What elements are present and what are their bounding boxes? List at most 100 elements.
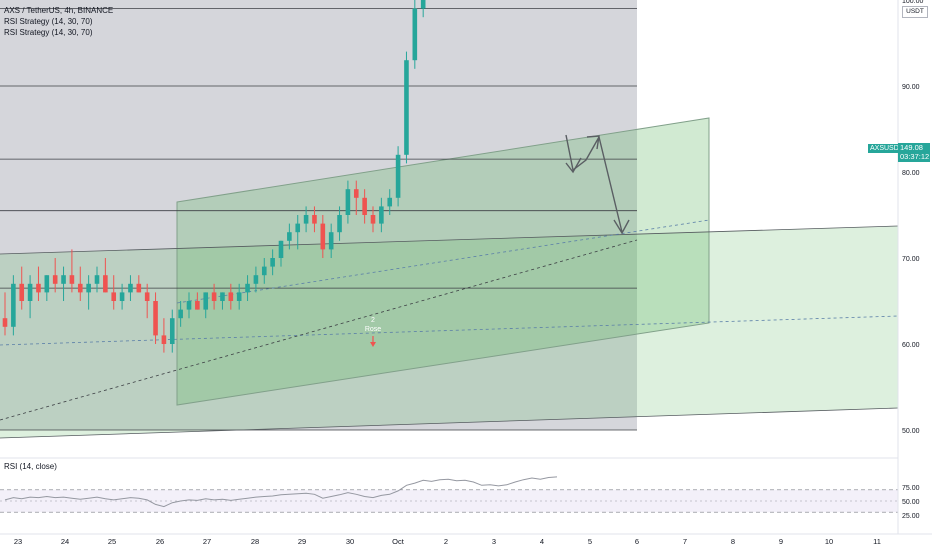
price-axis-bg [898, 0, 932, 550]
candle-body [44, 275, 50, 293]
ticker-tag: AXSUSDT [868, 144, 904, 153]
candle-body [337, 215, 342, 233]
signal-label: Rose [365, 326, 381, 333]
time-tick-label: 6 [635, 537, 639, 546]
time-tick-label: 29 [298, 537, 306, 546]
arrow-head-1 [565, 157, 582, 174]
time-tick-label: 25 [108, 537, 116, 546]
candle-body [220, 292, 225, 301]
projection-path [565, 134, 623, 233]
price-tick-label: 50.00 [902, 428, 920, 435]
candle-body [169, 318, 175, 344]
candle-body [136, 283, 142, 293]
candle-body [303, 215, 309, 224]
candle-body [77, 283, 83, 293]
time-tick-label: 8 [731, 537, 735, 546]
signal-arrow-head [370, 342, 376, 347]
outer-channel-top [0, 225, 899, 255]
candle-body [119, 292, 125, 301]
candle-body [27, 283, 33, 301]
candle-body [404, 60, 409, 155]
inner-channel [176, 117, 710, 406]
candle-body [211, 292, 217, 301]
price-tick-label: 70.00 [902, 256, 920, 263]
rsi-tick-label: 75.00 [902, 485, 920, 492]
candle-body [61, 275, 66, 284]
arrow-head-2 [586, 135, 600, 150]
candle-body [111, 292, 117, 301]
candle-body [52, 275, 58, 284]
candle-body [370, 215, 376, 224]
candle-body [253, 275, 259, 284]
candle-body [86, 283, 91, 293]
bar-countdown: 03:37:12 [900, 152, 930, 161]
price-tick-label: 80.00 [902, 170, 920, 177]
chart-legend: AXS / TetherUS, 4h, BINANCE RSI Strategy… [4, 5, 113, 38]
time-tick-label: 3 [492, 537, 496, 546]
candle-body [362, 197, 367, 215]
candle-body [128, 283, 133, 293]
signal-index: 2 [371, 317, 375, 324]
candle-body [186, 301, 192, 310]
time-tick-label: 27 [203, 537, 211, 546]
rsi-pane [0, 457, 898, 513]
time-tick-label: Oct [392, 537, 405, 546]
candle-body [287, 232, 292, 241]
time-tick-label: 4 [540, 537, 544, 546]
candle-body [312, 215, 317, 224]
gray-zone [0, 0, 637, 430]
candle-body [395, 154, 401, 198]
currency-button[interactable]: USDT [902, 6, 928, 18]
candle-body [178, 309, 183, 319]
time-tick-label: 24 [61, 537, 69, 546]
candle-body [261, 266, 267, 276]
candle-body [379, 206, 384, 224]
time-tick-label: 2 [444, 537, 448, 546]
candle-body [153, 301, 158, 336]
price-tick-label: 90.00 [902, 84, 920, 91]
rsi-tick-label: 25.00 [902, 513, 920, 520]
candle-body [320, 223, 326, 250]
candle-body [278, 240, 284, 258]
candle-body [195, 301, 200, 310]
indicator-label-1[interactable]: RSI Strategy (14, 30, 70) [4, 17, 93, 26]
price-tick-label: 60.00 [902, 342, 920, 349]
symbol-title[interactable]: AXS / TetherUS, 4h, BINANCE [4, 6, 114, 15]
candles-layer [2, 0, 426, 353]
rsi-legend[interactable]: RSI (14, close) [4, 462, 57, 471]
last-price: 149.08 [900, 143, 923, 152]
candle-body [295, 223, 301, 233]
candle-body [270, 258, 275, 267]
time-tick-label: 5 [588, 537, 592, 546]
time-tick-label: 26 [156, 537, 164, 546]
candle-body [345, 189, 351, 215]
candle-body [144, 292, 150, 301]
price-tick-label: 100.00 [902, 0, 924, 5]
candle-body [353, 189, 359, 198]
candle-body [94, 275, 100, 284]
candle-body [69, 275, 75, 284]
last-price-box: 149.08 03:37:12 [898, 143, 930, 162]
candle-body [245, 283, 250, 293]
arrow-head-3 [613, 219, 630, 235]
indicator-label-2[interactable]: RSI Strategy (14, 30, 70) [4, 28, 93, 37]
candle-body [328, 232, 334, 250]
time-tick-label: 23 [14, 537, 22, 546]
annotation-layer: 2 Rose [365, 317, 381, 347]
time-tick-label: 9 [779, 537, 783, 546]
candle-body [203, 292, 209, 310]
rsi-band-fill [0, 489, 898, 513]
candle-body [228, 292, 234, 301]
time-tick-label: 7 [683, 537, 687, 546]
candle-body [36, 283, 41, 293]
time-tick-label: 11 [873, 537, 881, 546]
candle-body [161, 335, 167, 344]
rsi-tick-label: 50.00 [902, 499, 920, 506]
candle-body [2, 318, 8, 327]
candle-body [387, 197, 393, 207]
drawings-layer [0, 8, 899, 439]
candle-body [236, 292, 242, 301]
time-tick-label: 28 [251, 537, 259, 546]
